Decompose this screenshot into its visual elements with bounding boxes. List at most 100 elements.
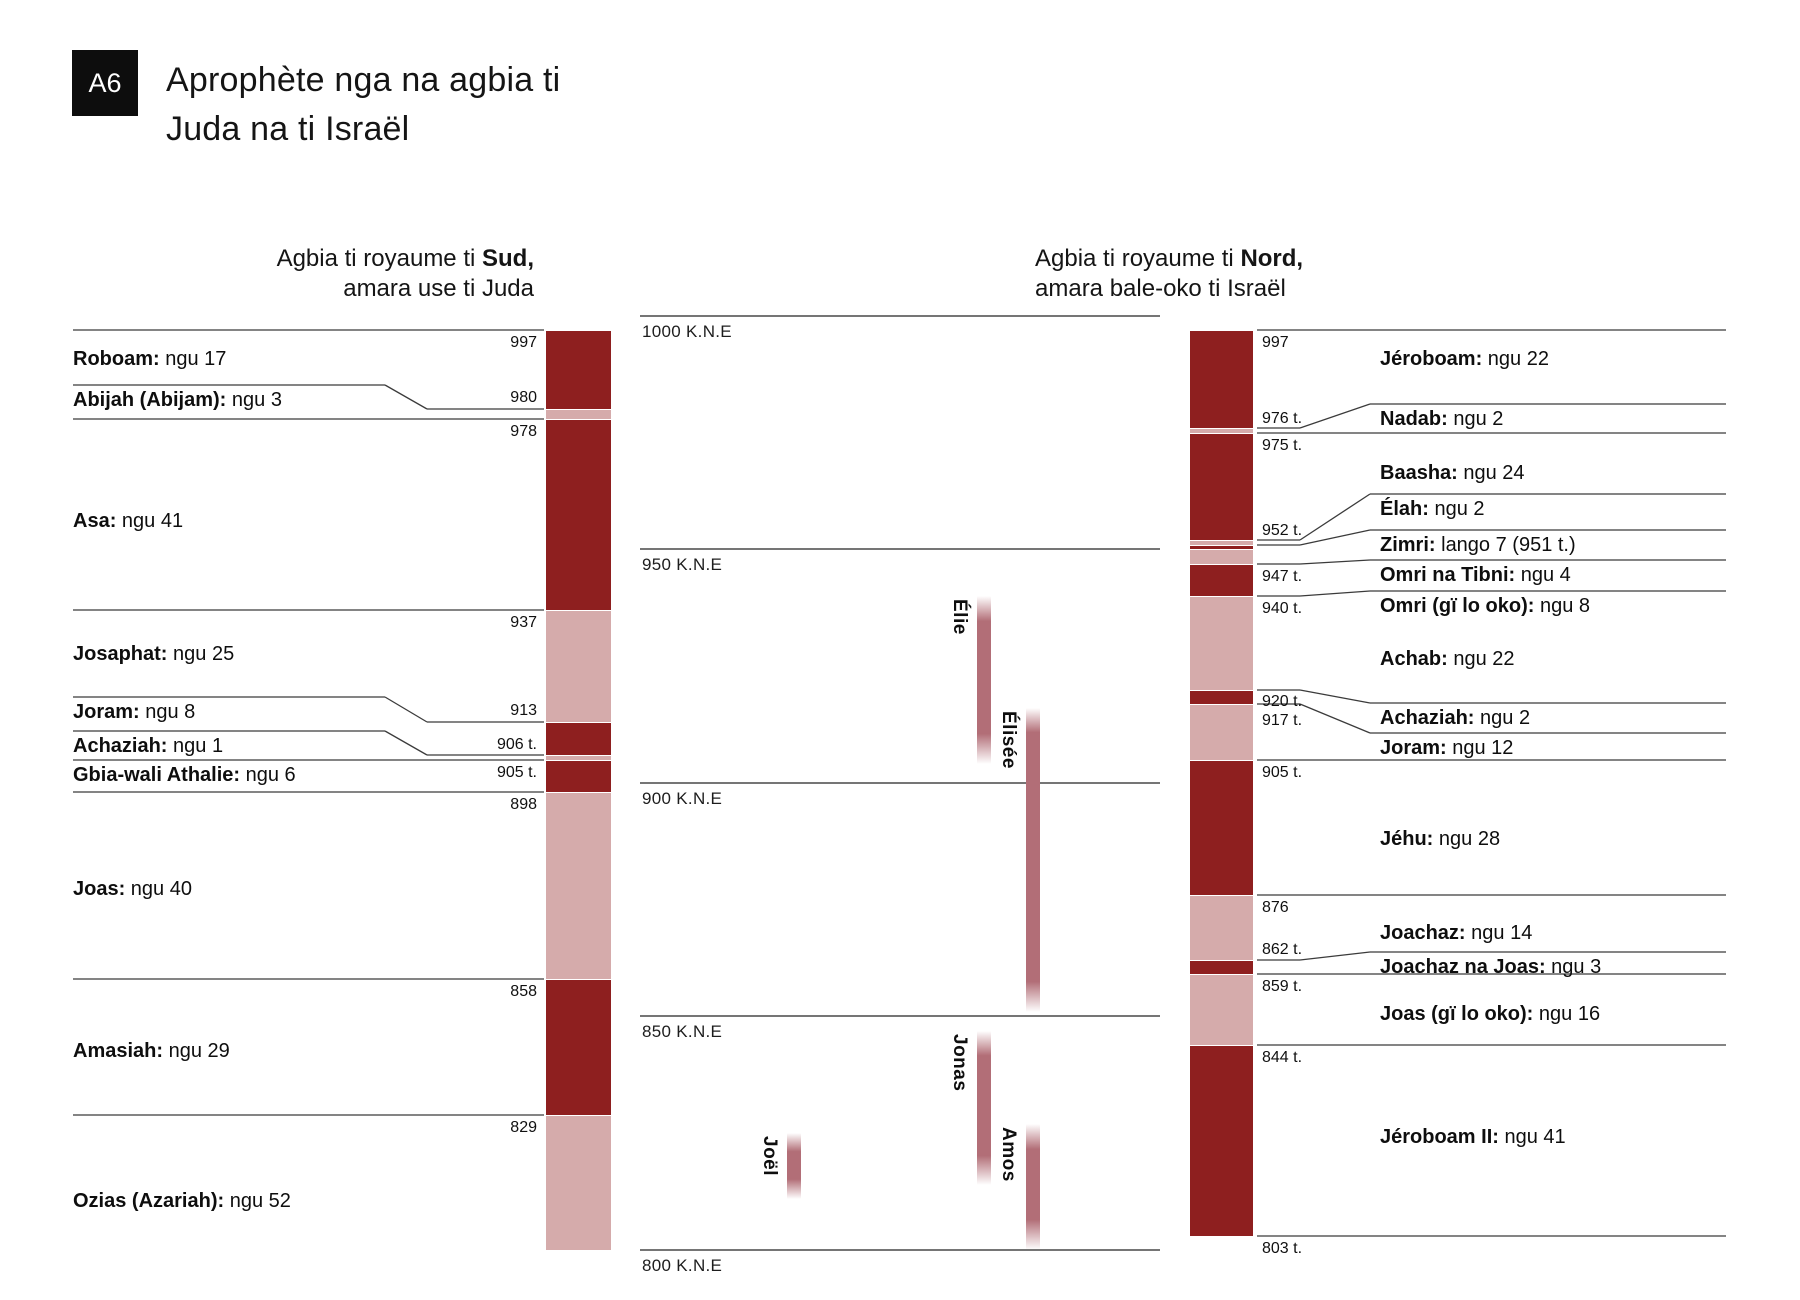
south-king-name: Achaziah: ngu 1: [73, 735, 224, 757]
north-year-label: 905 t.: [1262, 764, 1303, 781]
south-king-name: Asa: ngu 41: [73, 510, 184, 532]
north-header-line2: amara bale-oko ti Israël: [1035, 275, 1286, 302]
prophet-label-élie: Élie: [949, 599, 970, 635]
rule-line: [1299, 403, 1371, 429]
prophet-bar-joël: [787, 1133, 801, 1199]
south-reign-segment: [546, 1116, 611, 1250]
appendix-badge: A6: [72, 50, 138, 116]
north-reign-segment: [1190, 546, 1253, 549]
south-king-name: Joram: ngu 8: [73, 701, 196, 723]
north-year-label: 859 t.: [1262, 978, 1303, 995]
north-year-label: 803 t.: [1262, 1240, 1303, 1257]
prophet-bar-amos: [1026, 1124, 1040, 1250]
prophet-bar-élisée: [1026, 708, 1040, 1012]
rule-line: [1299, 703, 1371, 734]
south-reign-segment: [546, 611, 611, 722]
north-year-label: 997: [1262, 334, 1289, 351]
south-reign-segment: [546, 793, 611, 979]
north-year-label: 920 t.: [1262, 693, 1303, 710]
page-title-line1: Aprophète nga na agbia ti: [166, 61, 561, 99]
north-king-name: Joachaz: ngu 14: [1380, 922, 1533, 944]
south-year-label: 905 t.: [496, 764, 537, 781]
rule-line: [384, 730, 428, 756]
page-title: Aprophète nga na agbia ti Juda na ti Isr…: [166, 56, 560, 154]
north-king-name: Joas (gï lo oko): ngu 16: [1380, 1003, 1601, 1025]
page-title-line2: Juda na ti Israël: [166, 110, 410, 148]
prophet-label-élisée: Élisée: [998, 711, 1019, 769]
north-reign-segment: [1190, 705, 1253, 760]
south-year-label: 898: [510, 796, 537, 813]
south-header-line1: Agbia ti royaume ti Sud,: [276, 245, 534, 272]
prophet-bar-jonas: [977, 1031, 991, 1185]
south-year-label: 906 t.: [496, 736, 537, 753]
north-year-label: 844 t.: [1262, 1049, 1303, 1066]
south-reign-segment: [546, 410, 611, 419]
rule-line: [1299, 529, 1371, 546]
south-king-name: Joas: ngu 40: [73, 878, 192, 900]
north-reign-segment: [1190, 565, 1253, 596]
south-reign-segment: [546, 420, 611, 610]
north-year-label: 862 t.: [1262, 941, 1303, 958]
rule-line: [1299, 590, 1371, 597]
north-reign-segment: [1190, 541, 1253, 545]
north-reign-segment: [1190, 975, 1253, 1045]
north-king-name: Zimri: lango 7 (951 t.): [1380, 534, 1576, 556]
gridline-label: 800 K.N.E: [642, 1256, 723, 1275]
north-king-name: Achaziah: ngu 2: [1380, 707, 1531, 729]
prophet-bar-élie: [977, 596, 991, 764]
south-king-name: Roboam: ngu 17: [73, 348, 227, 370]
south-reign-segment: [546, 980, 611, 1115]
north-reign-segment: [1190, 434, 1253, 540]
north-king-name: Nadab: ngu 2: [1380, 408, 1504, 430]
north-reign-segment: [1190, 550, 1253, 564]
north-year-label: 976 t.: [1262, 410, 1303, 427]
north-king-name: Élah: ngu 2: [1380, 498, 1485, 520]
rule-line: [1299, 493, 1371, 541]
south-king-name: Abijah (Abijam): ngu 3: [73, 389, 282, 411]
prophet-label-jonas: Jonas: [949, 1034, 970, 1092]
north-reign-segment: [1190, 597, 1253, 690]
gridline-label: 900 K.N.E: [642, 789, 723, 808]
north-year-label: 975 t.: [1262, 437, 1303, 454]
gridline-label: 950 K.N.E: [642, 555, 723, 574]
north-king-name: Jéroboam II: ngu 41: [1380, 1126, 1566, 1148]
north-header-line1: Agbia ti royaume ti Nord,: [1035, 245, 1304, 272]
gridline-label: 850 K.N.E: [642, 1022, 723, 1041]
south-year-label: 997: [510, 334, 537, 351]
south-reign-segment: [546, 761, 611, 792]
rule-line: [384, 696, 428, 723]
south-year-label: 829: [510, 1119, 537, 1136]
south-king-name: Amasiah: ngu 29: [73, 1040, 230, 1062]
south-year-label: 913: [510, 702, 537, 719]
rule-line: [1299, 689, 1371, 704]
north-kingdom-header: Agbia ti royaume ti Nord, amara bale-oko…: [1035, 244, 1595, 304]
north-king-name: Jéhu: ngu 28: [1380, 828, 1501, 850]
north-year-label: 947 t.: [1262, 568, 1303, 585]
north-reign-segment: [1190, 896, 1253, 960]
north-king-name: Achab: ngu 22: [1380, 648, 1515, 670]
south-kingdom-header: Agbia ti royaume ti Sud, amara use ti Ju…: [0, 244, 534, 304]
rule-line: [1299, 559, 1371, 565]
north-king-name: Joram: ngu 12: [1380, 737, 1514, 759]
south-reign-segment: [546, 331, 611, 409]
north-year-label: 876: [1262, 899, 1289, 916]
north-reign-segment: [1190, 691, 1253, 704]
north-year-label: 952 t.: [1262, 522, 1303, 539]
north-reign-segment: [1190, 331, 1253, 428]
prophet-label-amos: Amos: [998, 1127, 1019, 1182]
north-reign-segment: [1190, 761, 1253, 895]
north-year-label: 940 t.: [1262, 600, 1303, 617]
gridline-label: 1000 K.N.E: [642, 322, 732, 341]
south-reign-segment: [546, 756, 611, 760]
appendix-badge-label: A6: [88, 67, 122, 98]
rule-line: [1299, 951, 1371, 961]
rule-line: [384, 384, 428, 410]
north-reign-segment: [1190, 1046, 1253, 1236]
south-king-name: Josaphat: ngu 25: [73, 643, 235, 665]
north-reign-segment: [1190, 429, 1253, 433]
south-year-label: 980: [510, 389, 537, 406]
south-reign-segment: [546, 723, 611, 755]
south-year-label: 978: [510, 423, 537, 440]
